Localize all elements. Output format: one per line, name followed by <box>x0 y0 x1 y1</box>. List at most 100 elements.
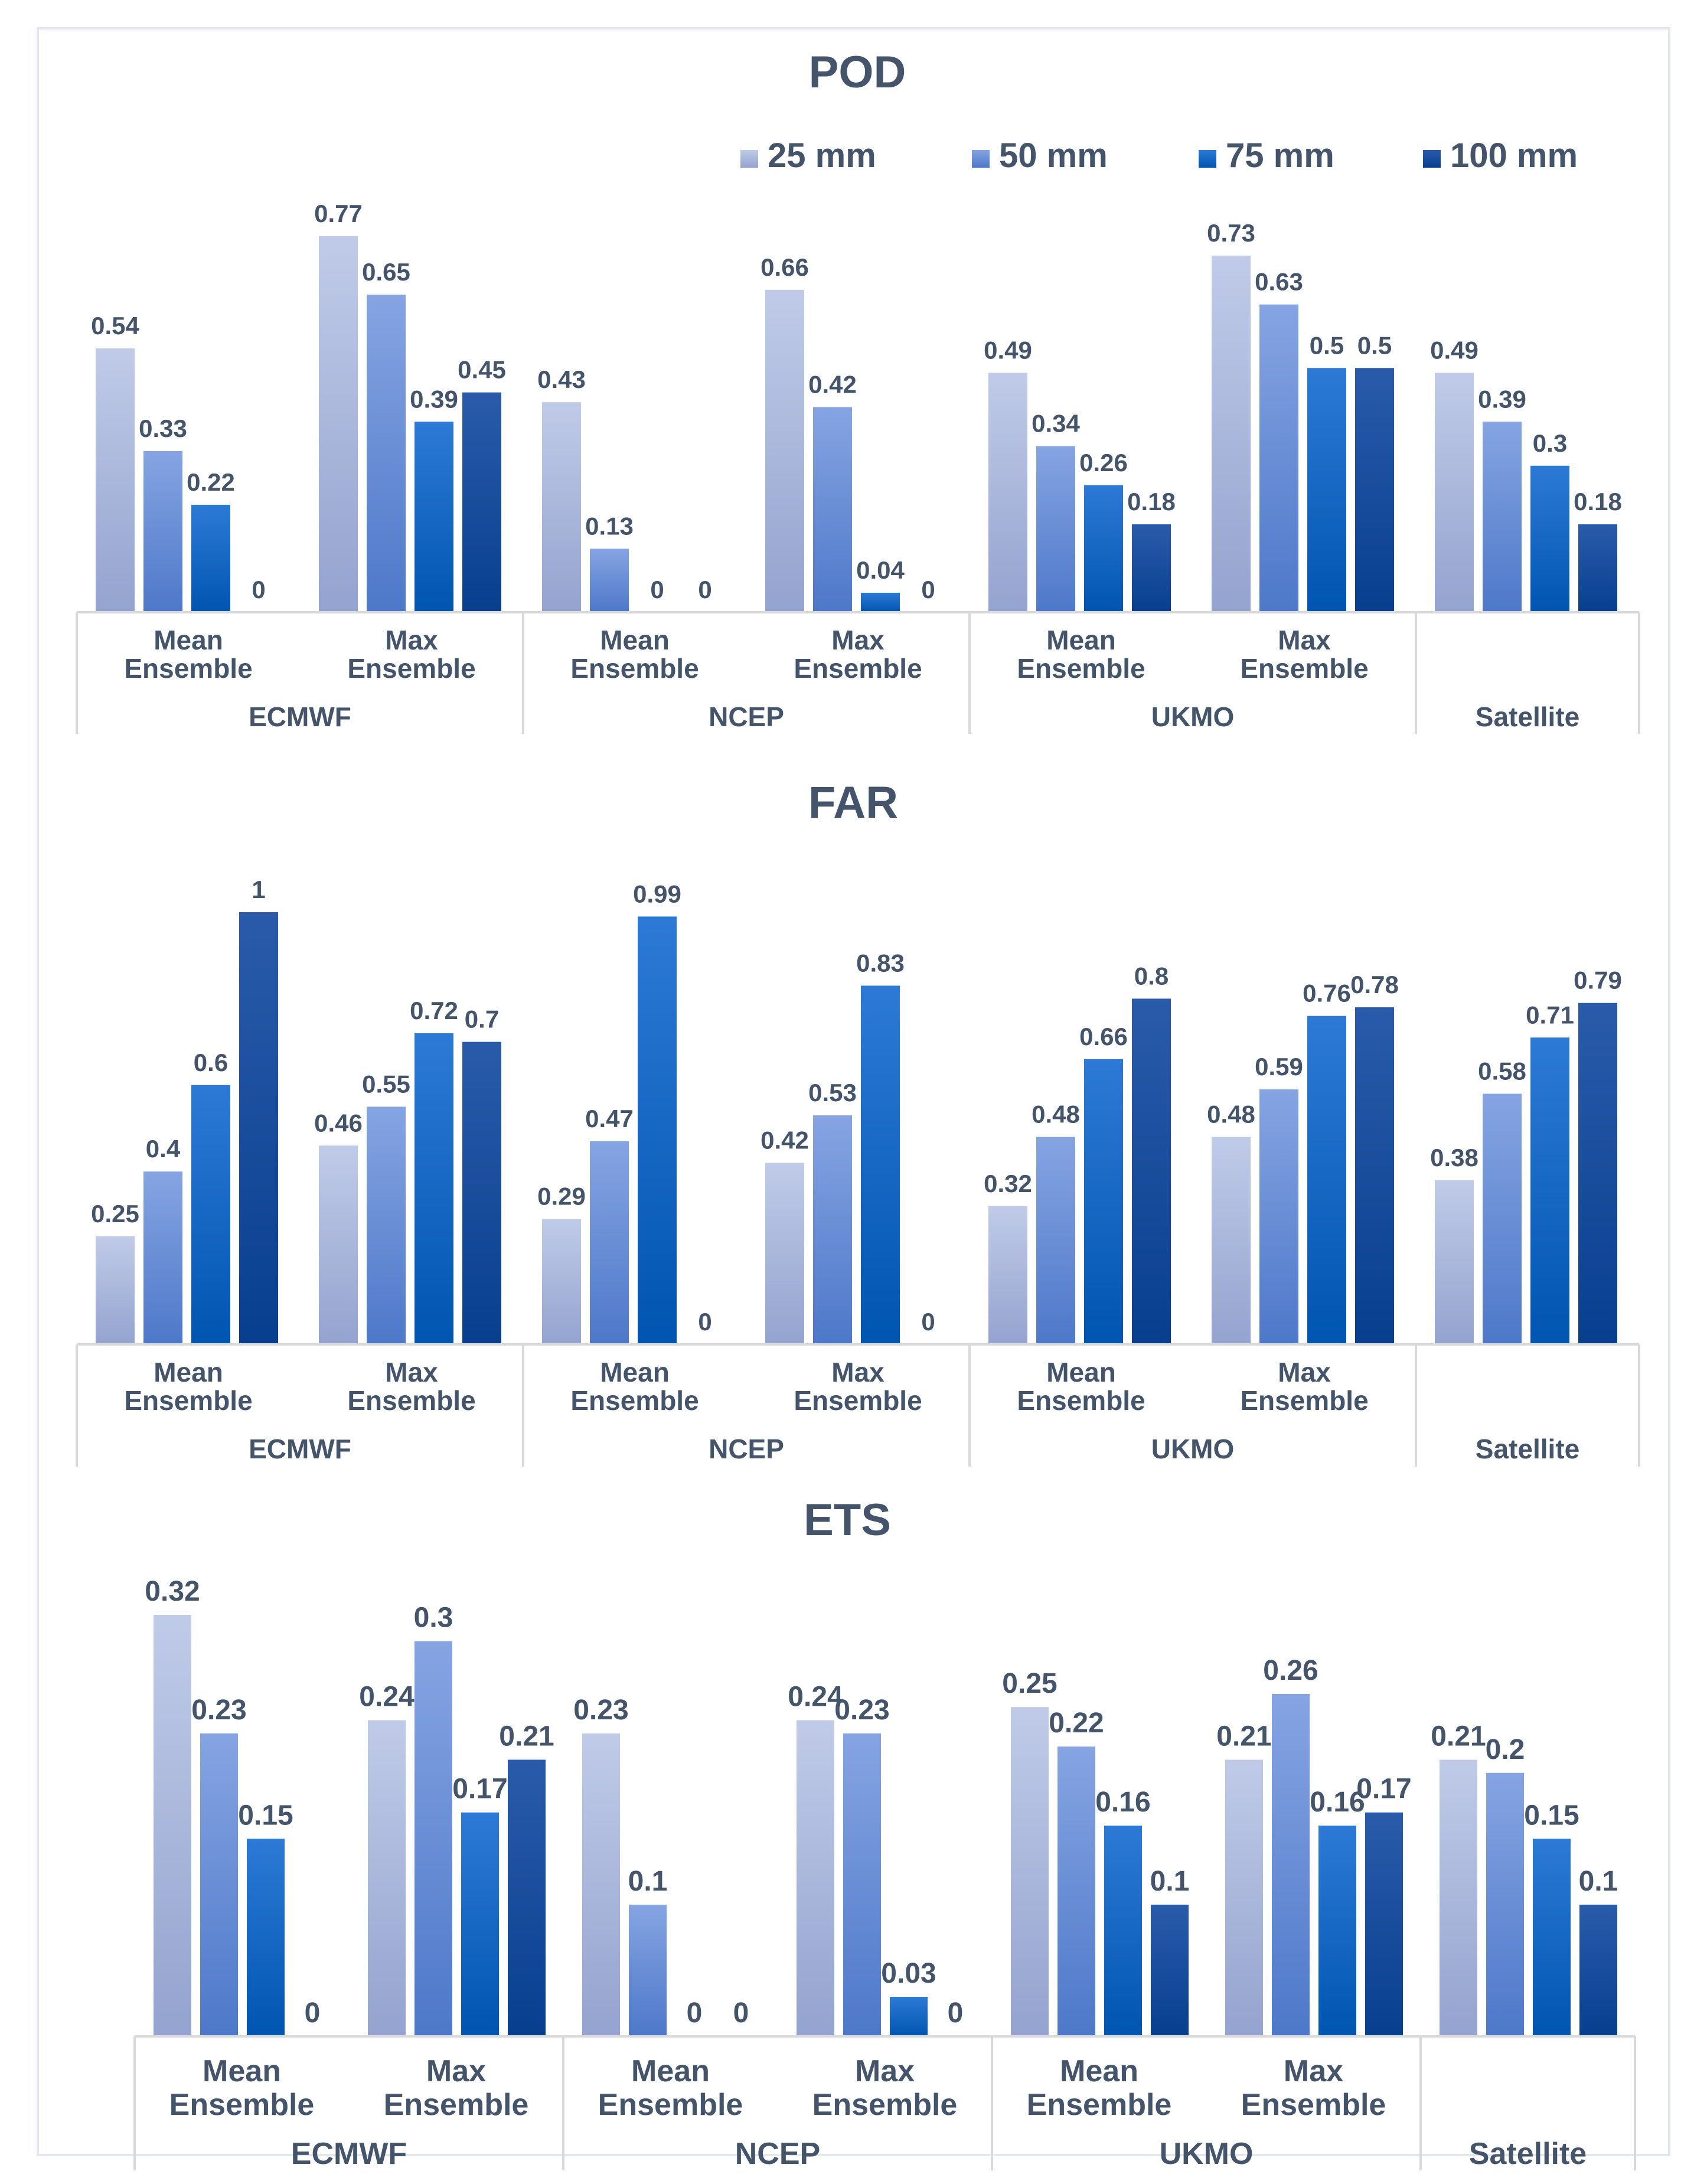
bar-ets-2-50-mm <box>629 1904 667 2036</box>
bar-ets-1-50-mm <box>414 1641 452 2036</box>
bar-pod-4-100-mm <box>1132 524 1171 612</box>
data-label-ets-5-25-mm: 0.21 <box>1216 1721 1271 1752</box>
bar-pod-1-50-mm <box>367 295 406 612</box>
bar-far-1-50-mm <box>367 1106 406 1344</box>
data-label-ets-4-100-mm: 0.1 <box>1150 1866 1190 1897</box>
data-label-pod-6-100-mm: 0.18 <box>1574 488 1622 515</box>
category-label-line1: Mean <box>1046 625 1116 655</box>
category-label-line2: Ensemble <box>1017 653 1145 684</box>
category-label-line1: Max <box>831 625 884 655</box>
bar-ets-0-50-mm <box>200 1733 238 2036</box>
data-label-ets-1-100-mm: 0.21 <box>499 1721 554 1752</box>
group-label-ncep: NCEP <box>709 701 784 732</box>
bar-far-0-25-mm <box>96 1236 135 1344</box>
bar-far-0-100-mm <box>239 912 278 1344</box>
group-label-ukmo: UKMO <box>1151 1434 1235 1464</box>
data-label-far-5-25-mm: 0.48 <box>1207 1101 1255 1128</box>
category-label-line2: Ensemble <box>384 2088 529 2122</box>
bar-pod-6-75-mm <box>1530 465 1569 612</box>
bar-ets-1-100-mm <box>508 1759 546 2036</box>
data-label-far-3-50-mm: 0.53 <box>808 1079 857 1106</box>
data-label-pod-0-50-mm: 0.33 <box>139 414 187 442</box>
bar-pod-0-25-mm <box>96 348 135 612</box>
category-label-line2: Ensemble <box>794 653 922 684</box>
legend-label-100-mm: 100 mm <box>1450 136 1578 175</box>
bar-pod-5-75-mm <box>1307 368 1346 612</box>
bar-far-5-100-mm <box>1355 1007 1394 1344</box>
data-label-ets-6-75-mm: 0.15 <box>1524 1800 1579 1831</box>
data-label-ets-0-25-mm: 0.32 <box>145 1576 200 1607</box>
bar-far-5-50-mm <box>1259 1089 1298 1344</box>
group-label-ukmo: UKMO <box>1160 2137 1254 2171</box>
data-label-pod-2-75-mm: 0 <box>650 576 664 603</box>
category-label-line1: Mean <box>631 2054 710 2088</box>
bar-far-6-50-mm <box>1483 1093 1522 1344</box>
data-label-far-1-75-mm: 0.72 <box>410 997 458 1024</box>
category-label-line2: Ensemble <box>794 1385 922 1416</box>
data-label-pod-6-75-mm: 0.3 <box>1533 429 1567 457</box>
data-label-pod-5-100-mm: 0.5 <box>1357 331 1392 359</box>
bar-ets-6-25-mm <box>1440 1759 1477 2036</box>
bar-ets-5-100-mm <box>1365 1812 1403 2036</box>
data-label-pod-3-75-mm: 0.04 <box>856 556 905 584</box>
data-label-far-1-25-mm: 0.46 <box>314 1109 363 1137</box>
bar-far-0-75-mm <box>191 1085 230 1344</box>
data-label-ets-3-75-mm: 0.03 <box>881 1958 936 1989</box>
data-label-far-4-75-mm: 0.66 <box>1079 1023 1128 1050</box>
data-label-ets-3-25-mm: 0.24 <box>788 1682 843 1713</box>
bar-pod-4-75-mm <box>1084 485 1123 612</box>
bar-ets-4-25-mm <box>1011 1707 1049 2036</box>
category-label-line1: Max <box>831 1357 884 1388</box>
data-label-ets-1-50-mm: 0.3 <box>414 1602 453 1634</box>
group-label-satellite: Satellite <box>1476 701 1579 732</box>
data-label-far-0-75-mm: 0.6 <box>194 1049 228 1076</box>
bar-far-4-25-mm <box>988 1206 1027 1344</box>
bar-pod-2-50-mm <box>590 549 629 612</box>
data-label-far-4-50-mm: 0.48 <box>1032 1101 1080 1128</box>
bar-ets-3-25-mm <box>797 1720 834 2036</box>
bar-pod-3-25-mm <box>765 289 804 613</box>
data-label-ets-1-25-mm: 0.24 <box>359 1682 414 1713</box>
data-label-pod-3-50-mm: 0.42 <box>808 370 857 398</box>
bar-ets-1-75-mm <box>461 1812 499 2036</box>
category-label-line1: Mean <box>600 1357 670 1388</box>
bar-far-3-25-mm <box>765 1163 804 1344</box>
group-label-ncep: NCEP <box>709 1434 784 1464</box>
bar-far-6-25-mm <box>1435 1180 1474 1344</box>
data-label-pod-5-75-mm: 0.5 <box>1310 331 1344 359</box>
bar-ets-6-75-mm <box>1533 1839 1571 2036</box>
legend-swatch-25-mm <box>740 150 758 168</box>
category-label-line2: Ensemble <box>570 653 699 684</box>
data-label-far-5-75-mm: 0.76 <box>1303 980 1351 1007</box>
data-label-far-2-75-mm: 0.99 <box>633 880 681 907</box>
bar-far-5-25-mm <box>1212 1137 1251 1344</box>
category-label-line2: Ensemble <box>1241 2088 1386 2122</box>
bar-ets-5-75-mm <box>1318 1826 1356 2036</box>
category-label-line2: Ensemble <box>169 2088 315 2122</box>
data-label-ets-3-100-mm: 0 <box>948 1997 964 2029</box>
bar-pod-6-25-mm <box>1435 373 1474 612</box>
data-label-ets-5-75-mm: 0.16 <box>1310 1787 1365 1818</box>
data-label-far-1-100-mm: 0.7 <box>465 1006 499 1033</box>
data-label-far-6-25-mm: 0.38 <box>1430 1144 1478 1171</box>
data-label-ets-5-100-mm: 0.17 <box>1356 1774 1411 1805</box>
category-label-line2: Ensemble <box>1017 1385 1145 1416</box>
bar-far-1-75-mm <box>414 1033 453 1344</box>
bar-pod-2-25-mm <box>542 402 581 612</box>
category-label-line1: Max <box>1278 625 1331 655</box>
bar-far-0-50-mm <box>143 1171 182 1344</box>
data-label-far-3-75-mm: 0.83 <box>856 949 905 977</box>
bar-ets-5-50-mm <box>1272 1693 1310 2036</box>
data-label-far-4-25-mm: 0.32 <box>984 1170 1032 1197</box>
bar-pod-0-75-mm <box>191 504 230 612</box>
data-label-ets-0-50-mm: 0.23 <box>191 1695 246 1726</box>
panel-far: FAR 0.25 0.4 0.6 1 0.46 0.55 0.72 0.7 0.29 0.47 0.9… <box>76 778 1640 1467</box>
category-label-line2: Ensemble <box>124 1385 252 1416</box>
data-label-pod-6-25-mm: 0.49 <box>1430 337 1478 364</box>
bar-far-2-50-mm <box>590 1141 629 1344</box>
bar-ets-4-75-mm <box>1104 1826 1142 2036</box>
category-label-line2: Ensemble <box>347 1385 475 1416</box>
bar-pod-6-50-mm <box>1483 422 1522 612</box>
